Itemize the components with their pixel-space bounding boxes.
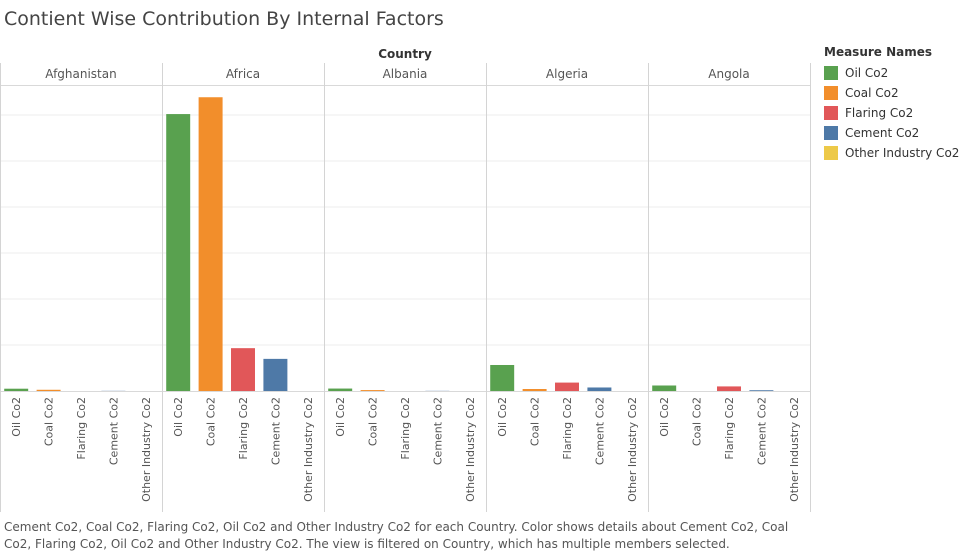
x-tick-label: Flaring Co2 [723, 397, 736, 460]
bar [522, 389, 547, 391]
legend-label: Cement Co2 [845, 126, 920, 140]
x-tick-label: Cement Co2 [107, 397, 120, 465]
bar [198, 97, 223, 392]
x-tick-label: Other Industry Co2 [140, 397, 153, 502]
bar [231, 348, 255, 391]
panel-label: Afghanistan [45, 67, 116, 81]
legend-swatch [824, 146, 838, 160]
legend-item-flaring[interactable]: Flaring Co2 [824, 103, 959, 123]
legend-swatch [824, 126, 838, 140]
x-tick-label: Coal Co2 [691, 397, 704, 446]
legend-swatch [824, 106, 838, 120]
legend: Measure Names Oil Co2 Coal Co2 Flaring C… [824, 45, 959, 163]
bar [263, 358, 288, 391]
legend-item-oil[interactable]: Oil Co2 [824, 63, 959, 83]
x-tick-label: Coal Co2 [367, 397, 380, 446]
legend-label: Flaring Co2 [845, 106, 914, 120]
legend-label: Oil Co2 [845, 66, 889, 80]
bar [360, 390, 385, 391]
bar [4, 388, 29, 391]
bar [36, 389, 61, 391]
bar [717, 386, 741, 391]
x-tick-label: Cement Co2 [593, 397, 606, 465]
x-tick-label: Oil Co2 [658, 397, 671, 437]
chart-caption: Cement Co2, Coal Co2, Flaring Co2, Oil C… [4, 520, 789, 551]
legend-item-other-industry[interactable]: Other Industry Co2 [824, 143, 959, 163]
legend-swatch [824, 86, 838, 100]
legend-title: Measure Names [824, 45, 933, 59]
x-tick-label: Other Industry Co2 [626, 397, 639, 502]
x-tick-label: Oil Co2 [172, 397, 185, 437]
x-tick-label: Cement Co2 [269, 397, 282, 465]
panel-label: Albania [383, 67, 428, 81]
bar [652, 385, 677, 391]
panel-label: Africa [226, 67, 260, 81]
x-tick-label: Other Industry Co2 [788, 397, 801, 502]
x-tick-label: Cement Co2 [431, 397, 444, 465]
bar [749, 390, 774, 391]
x-tick-label: Flaring Co2 [561, 397, 574, 460]
bar [328, 388, 353, 391]
panel-label: Angola [708, 67, 749, 81]
x-tick-label: Oil Co2 [496, 397, 509, 437]
legend-item-cement[interactable]: Cement Co2 [824, 123, 959, 143]
legend-swatch [824, 66, 838, 80]
legend-label: Coal Co2 [845, 86, 899, 100]
x-tick-label: Flaring Co2 [75, 397, 88, 460]
bar [555, 382, 579, 391]
x-tick-label: Cement Co2 [755, 397, 768, 465]
x-tick-label: Oil Co2 [10, 397, 23, 437]
bar [490, 364, 515, 391]
x-tick-label: Other Industry Co2 [302, 397, 315, 502]
x-tick-label: Coal Co2 [205, 397, 218, 446]
x-tick-label: Oil Co2 [334, 397, 347, 437]
column-header: Country [378, 47, 432, 61]
panel-label: Algeria [546, 67, 588, 81]
chart-title: Contient Wise Contribution By Internal F… [4, 8, 444, 30]
x-tick-label: Coal Co2 [529, 397, 542, 446]
legend-item-coal[interactable]: Coal Co2 [824, 83, 959, 103]
bar [587, 387, 612, 391]
x-tick-label: Other Industry Co2 [464, 397, 477, 502]
legend-label: Other Industry Co2 [845, 146, 960, 160]
x-tick-label: Flaring Co2 [237, 397, 250, 460]
bar [166, 114, 191, 391]
x-tick-label: Flaring Co2 [399, 397, 412, 460]
x-tick-label: Coal Co2 [43, 397, 56, 446]
chart-area: Country Afghanistan Oil Co2 Coal Co2 Flaring… [0, 47, 811, 512]
